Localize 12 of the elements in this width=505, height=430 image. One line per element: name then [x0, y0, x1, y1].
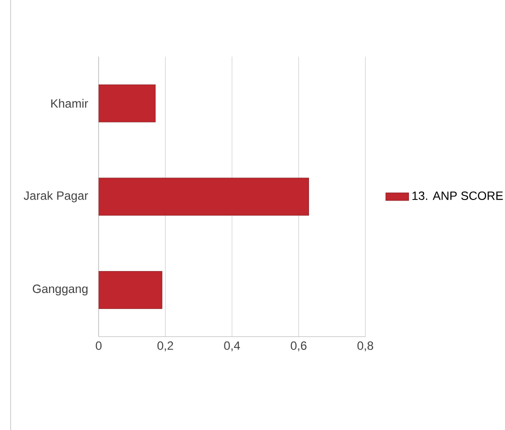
- bar: [98, 271, 162, 309]
- bar: [98, 84, 156, 122]
- y-tick-label: Ganggang: [32, 284, 88, 296]
- x-tick-label: 0,6: [290, 341, 306, 352]
- x-tick-label: 0,2: [157, 341, 174, 352]
- bar: [98, 178, 309, 216]
- x-tick-label: 0: [96, 341, 102, 350]
- y-tick-label: Jarak Pagar: [24, 191, 88, 202]
- y-tick-label: Khamir: [51, 98, 88, 108]
- legend-label: 13. ANP SCORE: [412, 191, 503, 200]
- x-tick-label: 0,8: [357, 341, 374, 352]
- x-tick-label: 0,4: [224, 341, 240, 352]
